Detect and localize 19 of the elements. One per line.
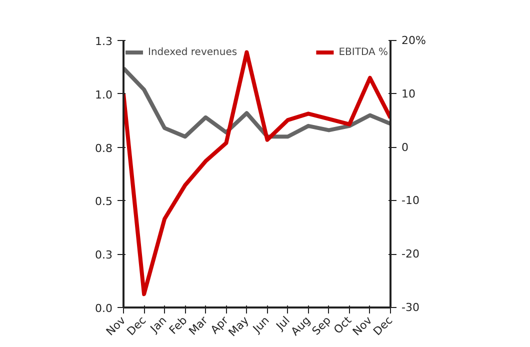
y-tick-label: 0.8 <box>95 142 113 155</box>
x-tick-label: Dec <box>370 314 396 338</box>
x-tick-label: Dec <box>124 314 149 338</box>
y-tick-label: 1.3 <box>95 35 113 48</box>
y-tick-label: 0.5 <box>95 195 113 208</box>
line-series <box>124 66 390 139</box>
legend-label: EBITDA % <box>338 46 388 58</box>
y-tick-label: 0.0 <box>95 302 113 315</box>
y2-tick-label: -10 <box>402 194 420 208</box>
x-tick-label: Jun <box>250 314 272 336</box>
x-tick-label: Jan <box>147 314 170 336</box>
y2-tick-label: 0 <box>402 140 408 154</box>
y2-tick-label: -20 <box>402 248 420 261</box>
legend-label: Indexed revenues <box>148 46 238 58</box>
y2-tick-label: 20% <box>402 34 426 47</box>
y-tick-label: 1.0 <box>95 88 113 102</box>
y2-tick-label: -30 <box>402 301 420 314</box>
y-tick-label: 0.3 <box>95 248 113 262</box>
y2-tick-label: 10 <box>402 87 416 100</box>
